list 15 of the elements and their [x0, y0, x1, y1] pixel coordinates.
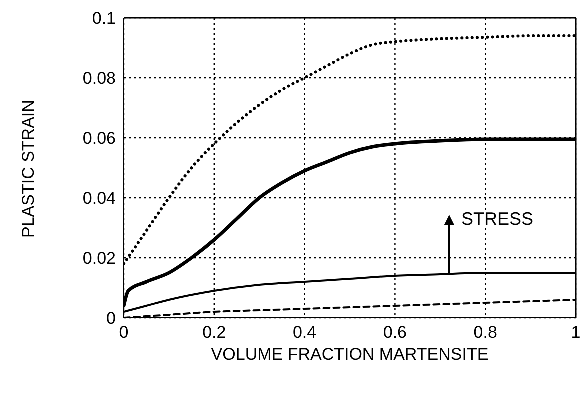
x-tick-label: 0.8: [474, 323, 498, 342]
annotation: STRESS: [461, 209, 534, 229]
x-axis-title: VOLUME FRACTION MARTENSITE: [211, 345, 489, 364]
y-tick-label: 0.08: [82, 69, 116, 88]
x-tick-label: 0: [119, 323, 129, 342]
y-tick-label: 0.06: [82, 129, 116, 148]
y-tick-label: 0.04: [82, 189, 116, 208]
x-tick-label: 1: [571, 323, 581, 342]
y-tick-label: 0.02: [82, 249, 116, 268]
y-tick-label: 0: [106, 309, 116, 328]
x-tick-label: 0.6: [383, 323, 408, 342]
y-tick-label: 0.1: [92, 9, 116, 28]
y-axis-title: PLASTIC STRAIN: [19, 100, 38, 238]
x-tick-label: 0.4: [292, 323, 317, 342]
x-tick-label: 0.2: [202, 323, 226, 342]
